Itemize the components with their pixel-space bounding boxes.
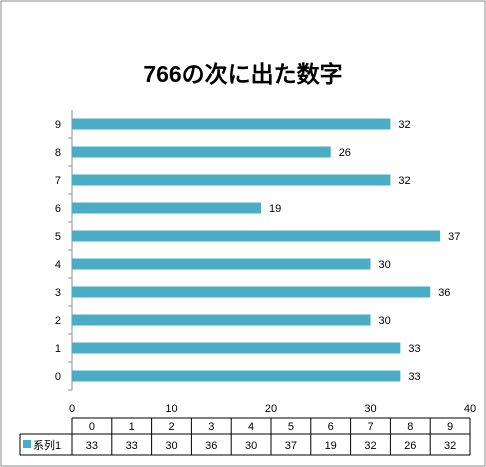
bar: [72, 258, 371, 270]
bar: [72, 230, 441, 242]
chart-title: 766の次に出た数字: [143, 61, 342, 87]
table-header-cell: 5: [288, 421, 294, 433]
table-header-cell: 3: [208, 421, 214, 433]
table-value-cell: 26: [404, 440, 416, 452]
table-header-cell: 8: [407, 421, 413, 433]
table-header-cell: 2: [168, 421, 174, 433]
bar: [72, 146, 331, 158]
bar: [72, 370, 401, 382]
data-label: 19: [269, 203, 281, 215]
table-value-cell: 30: [165, 440, 177, 452]
y-tick-label: 9: [55, 119, 61, 131]
data-label: 33: [408, 343, 420, 355]
data-table: 0 33 1 33 2 30 3 36 4 30 5 37 6 19 7 32 8 26 9 32 系列1: [19, 417, 471, 456]
x-tick-label: 0: [69, 403, 75, 415]
table-header-cell: 1: [129, 421, 135, 433]
table-value-cell: 33: [126, 440, 138, 452]
table-header-cell: 7: [367, 421, 373, 433]
table-value-cell: 30: [245, 440, 257, 452]
table-value-cell: 37: [285, 440, 297, 452]
table-header-cell: 0: [89, 421, 95, 433]
data-label: 30: [379, 259, 391, 271]
table-header-cell: 6: [328, 421, 334, 433]
bar-series: 33 33 30 36 30 37 19 32 26 32: [72, 118, 460, 383]
table-header-cell: 4: [248, 421, 254, 433]
y-tick-label: 8: [55, 147, 61, 159]
y-tick-label: 2: [55, 315, 61, 327]
y-tick-label: 5: [55, 231, 61, 243]
bar: [72, 118, 391, 130]
y-tick-label: 4: [55, 259, 61, 271]
x-tick-label: 30: [364, 403, 376, 415]
x-tick-label: 40: [464, 403, 476, 415]
y-tick-label: 1: [55, 343, 61, 355]
legend-key: [23, 440, 31, 448]
x-tick-label: 20: [265, 403, 277, 415]
table-value-cell: 36: [205, 440, 217, 452]
bar: [72, 342, 401, 354]
data-label: 33: [408, 371, 420, 383]
bar: [72, 174, 391, 186]
table-value-cell: 19: [325, 440, 337, 452]
table-value-cell: 32: [444, 440, 456, 452]
table-value-cell: 33: [86, 440, 98, 452]
y-tick-label: 7: [55, 175, 61, 187]
bar: [72, 314, 371, 326]
table-header-cell: 9: [447, 421, 453, 433]
data-label: 30: [379, 315, 391, 327]
data-label: 32: [398, 175, 410, 187]
legend-series-name: 系列1: [33, 438, 61, 452]
y-tick-label: 0: [55, 371, 61, 383]
table-value-cell: 32: [364, 440, 376, 452]
bar: [72, 286, 431, 298]
data-label: 26: [339, 147, 351, 159]
data-label: 36: [438, 287, 450, 299]
data-label: 37: [448, 231, 460, 243]
data-label: 32: [398, 119, 410, 131]
x-tick-label: 10: [165, 403, 177, 415]
bar: [72, 202, 262, 214]
y-tick-label: 6: [55, 203, 61, 215]
y-tick-label: 3: [55, 287, 61, 299]
